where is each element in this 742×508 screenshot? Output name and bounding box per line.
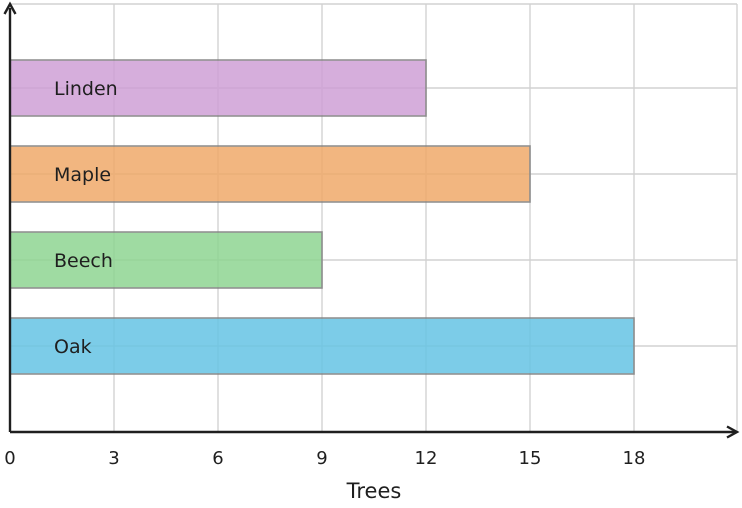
x-tick-label-3: 3	[108, 448, 119, 469]
x-axis-title: Trees	[346, 479, 402, 503]
x-tick-label-18: 18	[623, 448, 646, 469]
x-tick-label-6: 6	[212, 448, 223, 469]
bar-beech	[9, 231, 323, 289]
x-tick-label-0: 0	[4, 448, 15, 469]
x-tick-labels: 0 3 6 9 12 15 18	[4, 448, 645, 469]
bar-label-linden: Linden	[54, 78, 118, 100]
bar-linden	[9, 59, 427, 117]
bar-label-oak: Oak	[54, 336, 92, 358]
x-tick-label-15: 15	[519, 448, 542, 469]
bar-label-beech: Beech	[54, 250, 113, 272]
bars: Linden Maple Beech Oak	[9, 59, 635, 375]
bar-oak	[9, 317, 635, 375]
axes	[3, 1, 740, 439]
x-tick-label-12: 12	[415, 448, 438, 469]
x-axis-arrow	[726, 425, 740, 439]
bar-label-maple: Maple	[54, 164, 111, 186]
bar-maple	[9, 145, 531, 203]
x-tick-label-9: 9	[316, 448, 327, 469]
y-axis-arrow	[3, 1, 17, 15]
